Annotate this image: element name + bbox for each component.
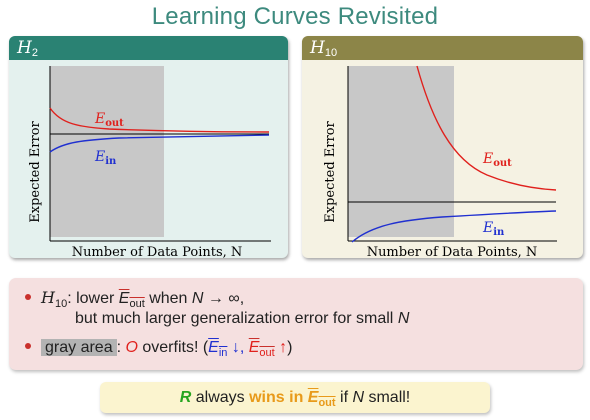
eout-label: Eout: [482, 151, 512, 169]
bullet-text: : lower: [67, 290, 119, 307]
n-symbol: N: [352, 389, 365, 406]
x-axis-label: Number of Data Points, N: [72, 245, 243, 258]
conclusion-text: small!: [364, 389, 411, 406]
bullet-text: :: [116, 339, 126, 356]
down-arrow: ↓,: [227, 339, 249, 356]
o-symbol: O: [125, 339, 138, 356]
wins-text: wins in: [249, 389, 308, 406]
learning-curve-chart-h10: Eout Ein Expected Error Number of Data P…: [323, 65, 557, 258]
ein-curve: [49, 134, 270, 153]
ein-label: Ein: [482, 220, 505, 238]
eout-symbol: Eout: [307, 389, 336, 410]
hypothesis-subscript: 2: [31, 47, 38, 59]
arrow-infinity: → ∞,: [203, 290, 245, 307]
e-letter: E: [208, 339, 219, 356]
bullets-box: H10: lower Eout when N → ∞, but much lar…: [9, 278, 583, 370]
out-subscript: out: [129, 298, 145, 311]
hypothesis-subscript: 10: [54, 298, 68, 311]
out-subscript: out: [259, 347, 275, 360]
panel-h10: H10 Eout Ein Expected Error Number of Da…: [302, 36, 583, 258]
bullet-gray-area: gray area: O overfits! (Ein ↓, Eout ↑): [25, 339, 293, 359]
eout-curve: [49, 107, 270, 133]
up-arrow: ↑: [274, 339, 288, 356]
in-subscript: in: [218, 347, 228, 360]
eout-curve: [416, 65, 557, 191]
slide-title: Learning Curves Revisited: [151, 3, 439, 30]
gray-area: [348, 66, 454, 237]
hypothesis-symbol: H: [41, 288, 55, 307]
bullet-text: when: [144, 290, 192, 307]
ein-symbol: Ein: [208, 339, 228, 360]
bullet-text: overfits! (: [137, 339, 209, 356]
hypothesis-subscript: 10: [324, 47, 338, 59]
bullet-text: but much larger generalization error for…: [75, 310, 398, 327]
e-letter: E: [307, 389, 319, 406]
gray-area: [50, 66, 164, 237]
bullet-dot-icon: [25, 294, 31, 300]
conclusion-text: always: [191, 389, 250, 406]
panel-h2: H2 Eout Ein Expected Error Number of Dat…: [9, 36, 288, 258]
r-symbol: R: [179, 389, 192, 406]
e-letter: E: [248, 339, 260, 356]
eout-symbol: Eout: [118, 290, 145, 311]
hypothesis-symbol: H: [310, 38, 325, 58]
conclusion-text: if: [335, 389, 353, 406]
learning-curve-chart-h2: Eout Ein Expected Error Number of Data P…: [28, 66, 271, 258]
panel-title-h2: H2: [9, 36, 288, 60]
y-axis-label: Expected Error: [323, 120, 338, 222]
bullet-h10-line2: but much larger generalization error for…: [75, 310, 409, 328]
n-symbol: N: [397, 310, 410, 327]
eout-symbol: Eout: [248, 339, 275, 360]
e-letter: E: [118, 290, 130, 307]
out-subscript: out: [318, 397, 336, 410]
bullet-dot-icon: [25, 343, 31, 349]
bullet-h10: H10: lower Eout when N → ∞,: [25, 288, 244, 310]
x-axis-label: Number of Data Points, N: [367, 245, 538, 258]
bullet-text: ): [287, 339, 293, 356]
y-axis-label: Expected Error: [28, 120, 43, 222]
conclusion-box: R always wins in Eout if N small!: [100, 382, 490, 413]
gray-area-label: gray area: [41, 339, 117, 356]
hypothesis-symbol: H: [17, 38, 32, 58]
n-symbol: N: [191, 290, 204, 307]
panel-title-h10: H10: [302, 36, 583, 60]
ein-curve: [351, 210, 557, 243]
